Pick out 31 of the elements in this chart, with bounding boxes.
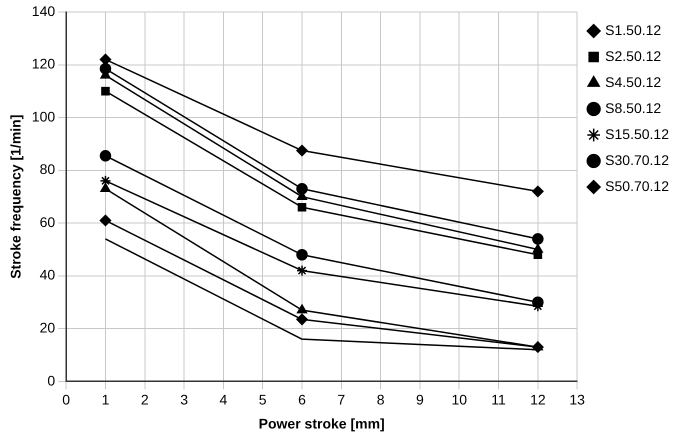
y-tick-label: 80: [40, 161, 56, 178]
y-tick-label: 20: [40, 319, 56, 336]
x-axis-title: Power stroke [mm]: [258, 415, 385, 432]
y-tick-label: 100: [32, 108, 56, 124]
y-tick-label: 40: [40, 266, 56, 283]
x-tick-label: 0: [62, 392, 70, 408]
x-tick-label: 6: [298, 392, 306, 408]
legend-label: S30.70.12: [605, 152, 670, 168]
legend-label: S15.50.12: [605, 126, 670, 142]
legend-label: S1.50.12: [605, 22, 662, 38]
x-tick-label: 9: [416, 392, 424, 408]
x-tick-label: 2: [140, 392, 149, 408]
x-tick-label: 8: [376, 392, 385, 408]
legend-label: S4.50.12: [605, 74, 662, 90]
x-tick-label: 7: [337, 392, 346, 408]
x-tick-label: 10: [451, 392, 468, 408]
y-axis-title: Stroke frequency [1/min]: [7, 114, 24, 279]
x-tick-label: 11: [491, 392, 506, 408]
y-tick-label: 60: [40, 214, 56, 230]
y-tick-label: 0: [47, 372, 56, 388]
x-tick-label: 3: [180, 392, 188, 408]
y-tick-label: 140: [32, 2, 56, 19]
legend-label: S50.70.12: [605, 178, 670, 194]
x-tick-label: 4: [219, 392, 228, 408]
legend-label: S2.50.12: [605, 48, 662, 64]
y-tick-label: 120: [32, 56, 56, 72]
x-tick-label: 1: [102, 392, 110, 408]
x-tick-label: 12: [530, 392, 546, 408]
x-tick-label: 13: [569, 392, 586, 408]
x-tick-label: 5: [258, 392, 267, 408]
legend-label: S8.50.12: [605, 100, 662, 116]
